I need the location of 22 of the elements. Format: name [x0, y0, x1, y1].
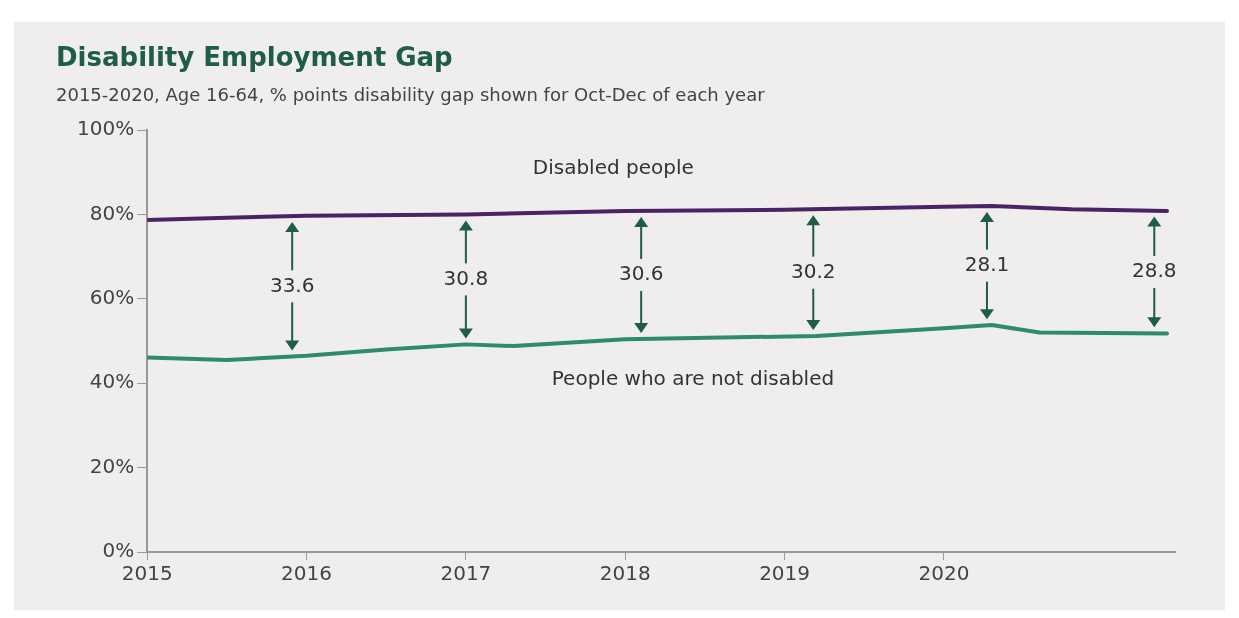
annotation: 30.2 [791, 258, 836, 283]
y-tick-label: 0% [102, 538, 135, 563]
y-tick-label: 60% [89, 285, 135, 309]
annotation: 30.6 [618, 261, 664, 286]
annotation: 28.1 [964, 251, 1010, 276]
x-tick-label: 2015 [121, 561, 173, 586]
y-tick-label: 20% [89, 453, 135, 478]
y-tick-label: 80% [89, 200, 135, 225]
x-tick-label: 2020 [918, 561, 970, 586]
annotation: 28.8 [1132, 258, 1177, 283]
x-tick-label: 2018 [599, 561, 651, 586]
series-label: Disabled people [532, 155, 694, 180]
y-tick-label: 40% [89, 369, 135, 394]
x-tick-label: 2017 [440, 561, 492, 586]
series-label: People who are not disabled [551, 366, 835, 391]
x-tick-label: 2016 [281, 561, 332, 586]
chart-subtitle: 2015-2020, Age 16-64, % points disability gap shown for Oct-Dec of each year [56, 84, 765, 105]
annotation: 30.8 [443, 265, 489, 290]
x-tick-label: 2019 [759, 561, 811, 586]
y-tick-label: 100% [76, 116, 135, 141]
annotation: 33.6 [269, 272, 315, 297]
chart-title: Disability Employment Gap [56, 42, 453, 72]
